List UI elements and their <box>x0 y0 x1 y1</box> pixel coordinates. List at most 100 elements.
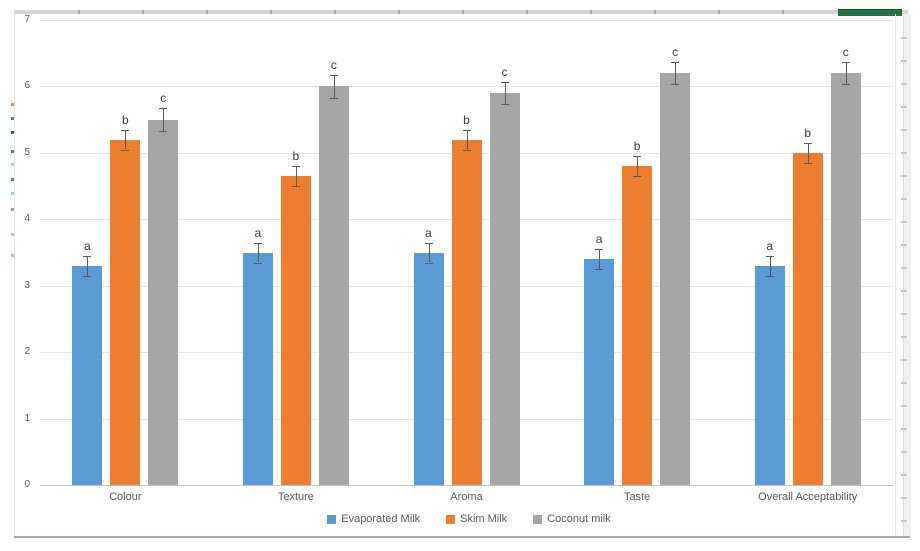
row-border-tick <box>901 83 907 85</box>
row-border-tick <box>901 129 907 131</box>
bar-skim-milk-aroma[interactable] <box>451 139 482 485</box>
error-cap-bottom <box>253 262 262 264</box>
error-cap-top <box>253 242 262 244</box>
legend-item-coconut-milk[interactable]: Coconut milk <box>533 512 611 526</box>
error-bar-coconut-milk-colour <box>163 108 165 131</box>
error-cap-bottom <box>159 130 168 132</box>
error-bar-coconut-milk-aroma <box>504 81 506 105</box>
legend-item-skim-milk[interactable]: Skim Milk <box>446 512 507 526</box>
chart-border-bottom <box>14 536 910 538</box>
row-border-tick <box>901 267 907 269</box>
row-border-tick <box>901 382 907 384</box>
green-cell-strip[interactable] <box>838 9 902 16</box>
column-border-tick <box>590 10 592 14</box>
legend-swatch-coconut-milk <box>533 514 543 524</box>
error-cap-bottom <box>462 149 471 151</box>
legend-swatch-evaporated-milk <box>327 514 337 524</box>
error-bar-skim-milk-texture <box>295 166 297 186</box>
error-cap-top <box>633 156 642 158</box>
row-border-tick <box>901 313 907 315</box>
error-bar-evaporated-milk-texture <box>257 242 259 263</box>
y-axis-label-6: 6 <box>24 80 30 92</box>
worksheet-right-column-border <box>901 14 911 536</box>
bar-evaporated-milk-aroma[interactable] <box>413 252 444 485</box>
cell-content-fragment <box>11 117 14 120</box>
sig-letter-b-aroma: b <box>463 112 470 127</box>
error-cap-bottom <box>500 104 509 106</box>
bar-evaporated-milk-taste[interactable] <box>584 259 615 485</box>
row-border-tick <box>901 336 907 338</box>
cell-content-fragment <box>11 163 14 166</box>
column-border-tick <box>654 10 656 14</box>
bar-evaporated-milk-texture[interactable] <box>242 252 273 485</box>
error-cap-bottom <box>424 262 433 264</box>
bar-coconut-milk-overall-acceptability[interactable] <box>830 73 861 485</box>
error-cap-top <box>500 81 509 83</box>
cell-content-fragment <box>11 208 14 211</box>
column-border-tick <box>526 10 528 14</box>
row-border-tick <box>901 198 907 200</box>
sig-letter-b-texture: b <box>292 149 300 164</box>
error-bar-evaporated-milk-aroma <box>428 242 430 263</box>
bar-coconut-milk-colour[interactable] <box>148 119 179 485</box>
category-label-taste: Taste <box>623 491 651 503</box>
legend-label-evaporated-milk: Evaporated Milk <box>341 513 421 525</box>
column-border-tick <box>270 10 272 14</box>
bar-coconut-milk-taste[interactable] <box>660 73 691 485</box>
cell-content-fragment <box>11 131 14 134</box>
legend-item-evaporated-milk[interactable]: Evaporated Milk <box>327 512 420 526</box>
error-cap-bottom <box>291 186 300 188</box>
row-border-tick <box>901 60 907 62</box>
y-axis-label-2: 2 <box>24 346 30 358</box>
error-bar-coconut-milk-texture <box>333 75 335 98</box>
column-border-tick <box>718 10 720 14</box>
category-label-texture: Texture <box>277 491 314 503</box>
error-cap-top <box>83 255 92 257</box>
sig-letter-a-colour: a <box>83 238 91 253</box>
error-cap-bottom <box>671 84 680 86</box>
sig-letter-c-texture: c <box>330 58 337 73</box>
sig-letter-a-taste: a <box>595 232 603 247</box>
column-border-tick <box>398 10 400 14</box>
error-cap-top <box>424 242 433 244</box>
error-cap-bottom <box>121 149 130 151</box>
column-border-tick <box>206 10 208 14</box>
sig-letter-a-overall-acceptability: a <box>766 238 774 253</box>
column-border-tick <box>78 10 80 14</box>
chart-border-right <box>895 14 896 536</box>
bar-skim-milk-overall-acceptability[interactable] <box>792 152 823 485</box>
error-cap-bottom <box>841 84 850 86</box>
category-label-colour: Colour <box>109 491 142 503</box>
bar-skim-milk-colour[interactable] <box>110 139 141 485</box>
legend-swatch-skim-milk <box>446 514 456 524</box>
error-cap-top <box>765 255 774 257</box>
worksheet-top-row-border <box>14 10 908 14</box>
bar-evaporated-milk-colour[interactable] <box>72 265 103 485</box>
bar-coconut-milk-aroma[interactable] <box>489 93 520 485</box>
gridline-y6 <box>40 86 893 88</box>
sig-letter-b-overall-acceptability: b <box>804 125 812 140</box>
y-axis-label-7: 7 <box>24 14 30 25</box>
row-border-tick <box>901 221 907 223</box>
legend-label-coconut-milk: Coconut milk <box>547 513 611 525</box>
bar-coconut-milk-texture[interactable] <box>318 86 349 485</box>
bar-skim-milk-taste[interactable] <box>622 166 653 485</box>
row-border-tick <box>901 520 907 522</box>
cell-content-fragment <box>11 254 14 257</box>
error-bar-evaporated-milk-overall-acceptability <box>769 255 771 276</box>
error-cap-top <box>121 129 130 131</box>
bar-evaporated-milk-overall-acceptability[interactable] <box>754 265 785 485</box>
row-border-tick <box>901 497 907 499</box>
row-border-tick <box>901 244 907 246</box>
column-border-tick <box>142 10 144 14</box>
row-border-tick <box>901 405 907 407</box>
error-bar-skim-milk-taste <box>637 156 639 177</box>
sig-letter-b-colour: b <box>121 112 129 127</box>
sig-letter-a-aroma: a <box>425 225 432 240</box>
bar-skim-milk-texture[interactable] <box>280 176 311 485</box>
cell-content-fragment <box>11 150 14 153</box>
row-border-tick <box>901 359 907 361</box>
error-cap-bottom <box>633 176 642 178</box>
y-axis-label-4: 4 <box>24 213 30 225</box>
